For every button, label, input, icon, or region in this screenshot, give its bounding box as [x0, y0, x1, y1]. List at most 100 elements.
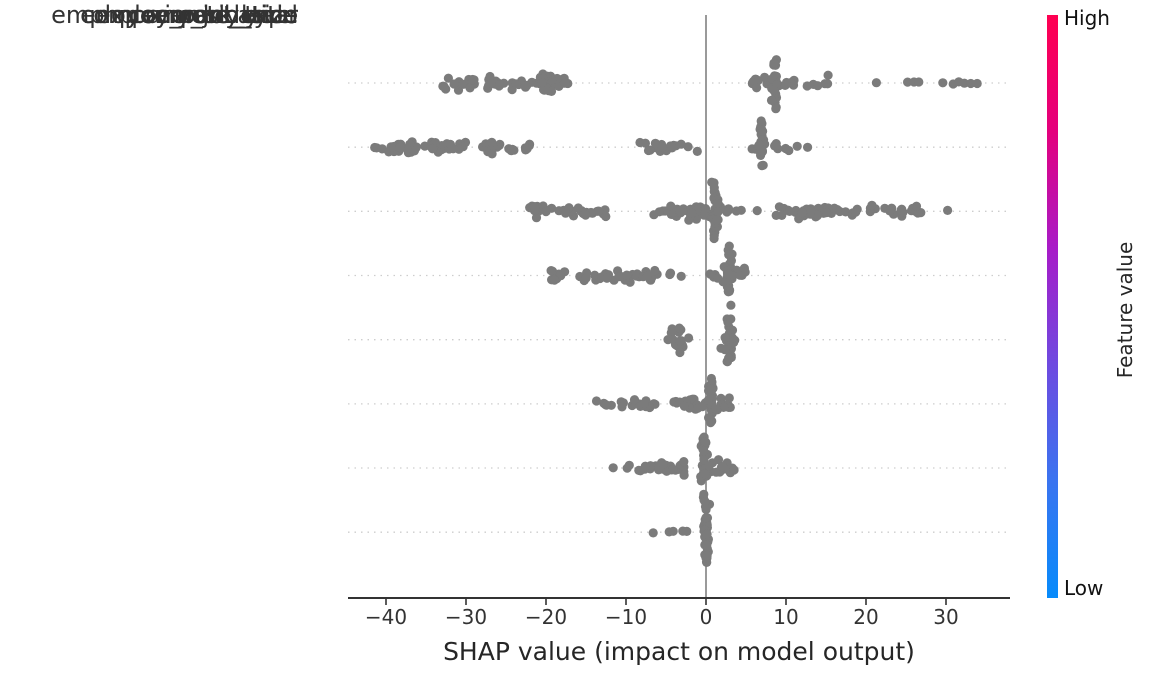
swarm-dot — [711, 404, 721, 414]
x-tick-label-30: 30 — [933, 605, 959, 629]
swarm-dot — [966, 78, 976, 89]
swarm-dot — [707, 385, 717, 395]
swarm-dot — [781, 79, 791, 89]
swarm-dot — [402, 144, 412, 154]
swarm-dot — [654, 207, 665, 217]
y-label-experience-level: experience_level — [95, 1, 298, 29]
swarm-dot — [668, 335, 678, 345]
swarm-work_year — [663, 314, 740, 367]
swarm-dot — [713, 273, 723, 283]
swarm-dot — [752, 83, 762, 93]
y-label-employment-type: employment_type — [80, 1, 298, 29]
swarm-dot — [720, 345, 730, 355]
swarm-dot — [521, 81, 531, 91]
swarm-dot — [692, 146, 702, 156]
swarm-dot — [813, 81, 823, 91]
swarm-dot — [896, 205, 906, 215]
swarm-dot — [594, 206, 604, 216]
swarm-dot — [667, 142, 677, 152]
swarm-dot — [702, 550, 712, 561]
x-tick-label--30: −30 — [444, 605, 488, 629]
swarm-dot — [724, 250, 734, 260]
y-label-remote-ratio: remote_ratio — [144, 1, 298, 29]
swarm-dot — [549, 275, 560, 285]
swarm-dot — [943, 205, 953, 215]
swarm-dot — [823, 70, 833, 80]
swarm-experience_level — [438, 55, 982, 114]
swarm-dot — [591, 396, 602, 406]
swarm-dot — [903, 77, 913, 87]
swarm-dot — [642, 271, 653, 281]
swarm-dot — [486, 78, 496, 88]
swarm-dot — [771, 104, 781, 114]
swarm-dot — [675, 336, 685, 346]
swarm-dot — [602, 273, 612, 283]
swarm-dot — [601, 400, 612, 410]
swarm-dot — [686, 208, 697, 218]
colorbar-low-label: Low — [1064, 576, 1104, 600]
y-label-job-title: job_title — [202, 1, 298, 29]
swarm-dot — [530, 202, 540, 213]
y-label-work-year: work_year — [174, 1, 298, 29]
swarm-dot — [700, 204, 711, 214]
swarm-dot — [724, 353, 734, 363]
swarm-dot — [679, 457, 689, 467]
swarm-dot — [697, 402, 707, 412]
swarm-dot — [639, 399, 650, 409]
swarm-dot — [913, 208, 923, 218]
y-label-company-size: company_size — [128, 1, 298, 29]
swarm-remote_ratio — [591, 373, 735, 428]
swarm-dot — [769, 58, 779, 68]
swarm-dot — [726, 314, 736, 324]
colorbar-high-label: High — [1064, 6, 1110, 30]
swarm-dot — [712, 215, 722, 225]
x-tick-label--20: −20 — [524, 605, 568, 629]
swarm-dot — [465, 83, 475, 93]
swarm-dot — [679, 470, 689, 480]
swarm-dot — [867, 200, 877, 210]
swarm-dot — [806, 206, 816, 216]
swarm-dot — [674, 323, 684, 333]
swarm-dot — [657, 142, 667, 152]
swarm-dot — [727, 333, 737, 343]
swarm-dot — [770, 141, 780, 151]
swarm-dot — [792, 141, 802, 151]
swarm-dot — [546, 266, 556, 276]
swarm-dot — [643, 145, 654, 156]
swarm-dot — [754, 141, 764, 151]
swarm-dot — [624, 460, 634, 470]
swarm-dot — [704, 461, 714, 471]
swarm-dot — [668, 526, 678, 536]
swarm-dot — [522, 144, 532, 154]
swarm-dot — [700, 469, 710, 479]
swarm-dot — [701, 513, 711, 523]
swarm-dot — [666, 328, 676, 338]
y-label-company-location: company_location — [80, 1, 298, 29]
swarm-dot — [699, 445, 709, 456]
swarm-dot — [629, 395, 640, 405]
swarm-dot — [675, 347, 685, 358]
swarm-dot — [724, 269, 734, 279]
swarm-dot — [777, 210, 787, 220]
swarm-dot — [409, 146, 419, 156]
swarm-employment_type — [648, 496, 715, 568]
swarm-dot — [700, 496, 710, 507]
swarm-dot — [439, 81, 449, 91]
swarm-dot — [541, 207, 551, 217]
colorbar-title: Feature value — [1113, 241, 1137, 379]
swarm-dot — [871, 78, 882, 88]
x-tick-label--40: −40 — [364, 605, 408, 629]
swarm-dot — [726, 300, 736, 310]
swarm-dot — [640, 461, 650, 471]
swarm-dot — [668, 464, 678, 474]
swarm-job_title — [525, 177, 953, 244]
swarm-dot — [781, 143, 791, 154]
swarm-dot — [758, 160, 768, 170]
swarm-dot — [703, 395, 714, 405]
swarm-dot — [914, 77, 924, 87]
swarm-dot — [756, 116, 766, 126]
feature-value-colorbar — [1047, 15, 1058, 598]
swarm-dot — [658, 459, 668, 469]
swarm-dot — [729, 465, 739, 475]
swarm-dot — [784, 206, 795, 216]
